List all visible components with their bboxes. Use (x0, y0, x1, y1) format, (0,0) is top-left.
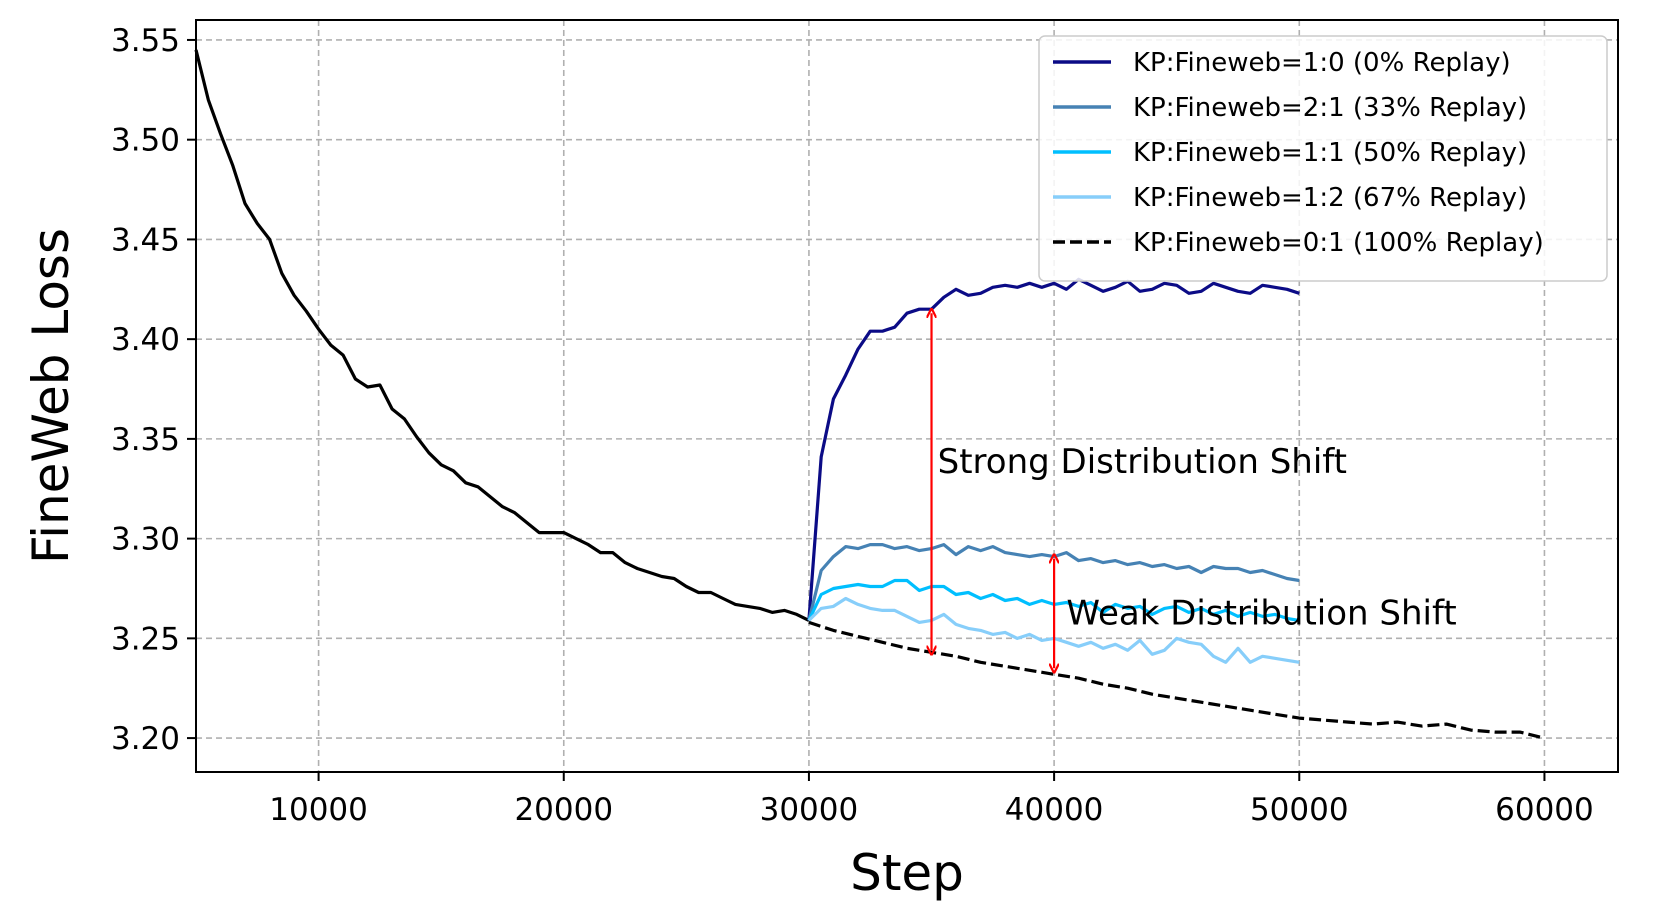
y-tick-label: 3.45 (111, 222, 180, 258)
y-tick-label: 3.35 (111, 422, 180, 458)
x-tick-label: 40000 (1005, 792, 1104, 828)
legend-label: KP:Fineweb=2:1 (33% Replay) (1133, 93, 1527, 123)
pretrain-line (194, 49, 810, 622)
ticks: 10000 20000 30000 40000 50000 60000 3.20 3.25 3.… (111, 23, 1594, 828)
x-tick-label: 20000 (514, 792, 613, 828)
x-tick-label: 10000 (269, 792, 368, 828)
legend-label: KP:Fineweb=1:2 (67% Replay) (1133, 183, 1527, 213)
legend: KP:Fineweb=1:0 (0% Replay) KP:Fineweb=2:1… (1038, 35, 1608, 282)
y-tick-label: 3.20 (111, 721, 180, 757)
weak-shift-label: Weak Distribution Shift (1066, 593, 1456, 633)
series-line-0-replay (807, 277, 1300, 621)
x-tick-label: 50000 (1250, 792, 1349, 828)
plot-frame (195, 19, 1619, 773)
y-tick-label: 3.40 (111, 322, 180, 358)
y-tick-label: 3.25 (111, 621, 180, 657)
y-tick-label: 3.50 (111, 123, 180, 159)
legend-label: KP:Fineweb=1:0 (0% Replay) (1133, 48, 1511, 78)
legend-label: KP:Fineweb=0:1 (100% Replay) (1133, 228, 1544, 258)
strong-shift-label: Strong Distribution Shift (938, 442, 1347, 482)
legend-box (1038, 35, 1608, 282)
annotation-layer: Strong Distribution Shift Weak Distributi… (932, 313, 1457, 668)
x-axis-title: Step (850, 844, 964, 902)
y-tick-label: 3.30 (111, 522, 180, 558)
x-tick-label: 30000 (760, 792, 859, 828)
y-tick-label: 3.55 (111, 23, 180, 59)
x-tick-label: 60000 (1495, 792, 1594, 828)
legend-label: KP:Fineweb=1:1 (50% Replay) (1133, 138, 1527, 168)
y-axis-title: FineWeb Loss (22, 228, 80, 564)
